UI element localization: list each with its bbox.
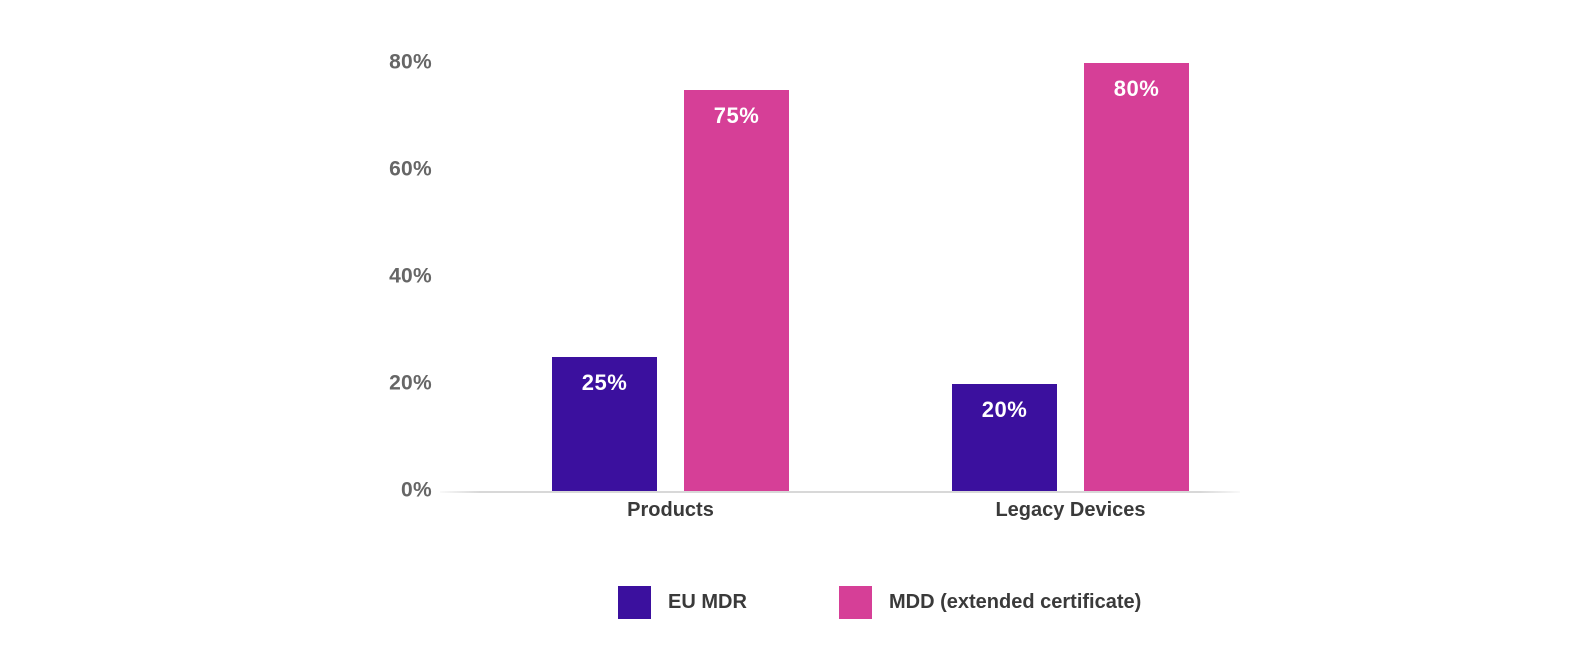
bar-eu-mdr-legacy-devices: 20% xyxy=(952,384,1057,491)
y-tick-label-60: 60% xyxy=(389,157,432,181)
bar-mdd-products: 75% xyxy=(684,90,789,491)
legend-item-mdd: MDD (extended certificate) xyxy=(839,586,1141,619)
bar-value-label: 25% xyxy=(581,370,628,395)
legend-item-eu-mdr: EU MDR xyxy=(618,586,747,619)
legend-swatch-eu-mdr xyxy=(618,586,651,619)
bar-value-label: 20% xyxy=(981,397,1028,422)
category-label-legacy-devices: Legacy Devices xyxy=(995,499,1146,521)
legend-label-eu-mdr: EU MDR xyxy=(668,591,747,613)
category-label-products: Products xyxy=(627,499,714,521)
bar-mdd-legacy-devices: 80% xyxy=(1084,63,1189,491)
y-tick-label-40: 40% xyxy=(389,264,432,288)
x-axis-line xyxy=(440,491,1240,493)
legend-label-mdd: MDD (extended certificate) xyxy=(889,591,1142,613)
y-tick-label-80: 80% xyxy=(389,50,432,74)
y-tick-label-20: 20% xyxy=(389,371,432,395)
legend-swatch-mdd xyxy=(839,586,872,619)
y-tick-label-0: 0% xyxy=(401,478,432,502)
bar-value-label: 75% xyxy=(713,103,760,128)
plot-area: 25% 75% 20% 80% xyxy=(440,63,1240,493)
bar-eu-mdr-products: 25% xyxy=(552,357,657,491)
bar-value-label: 80% xyxy=(1113,76,1160,101)
